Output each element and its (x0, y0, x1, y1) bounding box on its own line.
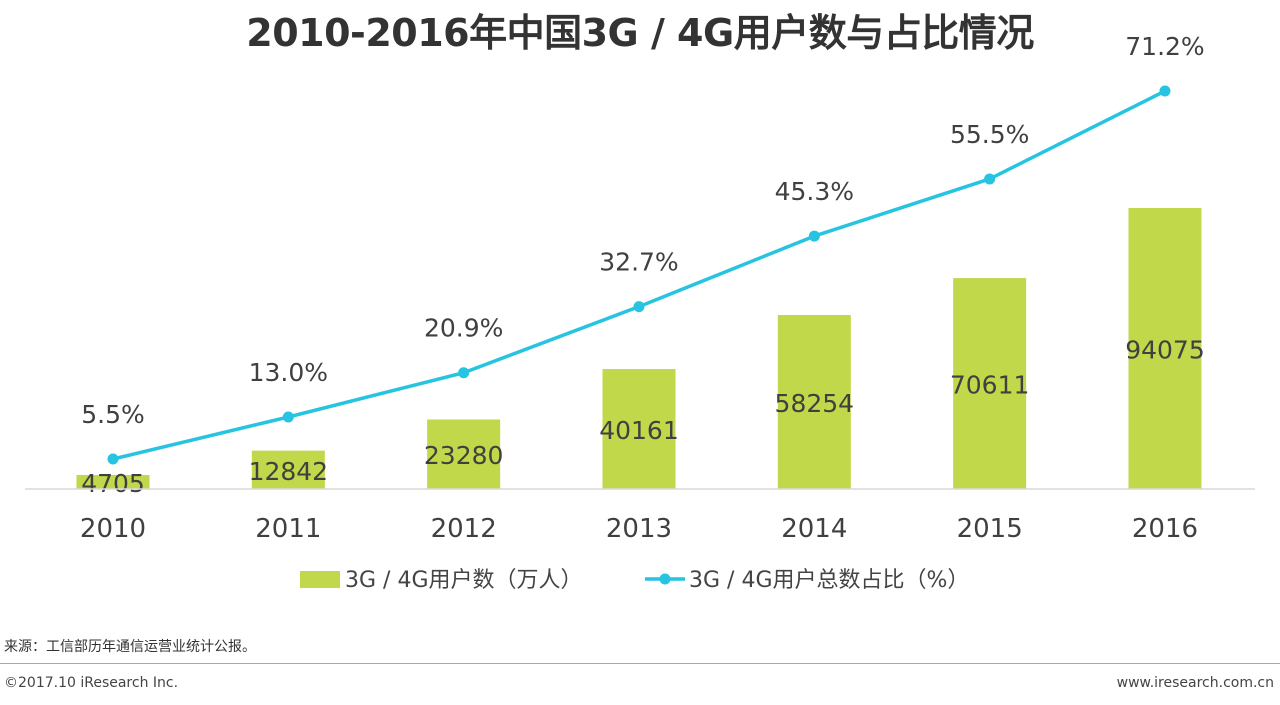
source-note: 来源：工信部历年通信运营业统计公报。 (4, 639, 256, 655)
legend-line-label: 3G / 4G用户总数占比（%） (689, 568, 969, 593)
percent-label-2012: 20.9% (424, 314, 503, 343)
bar-2011 (251, 450, 325, 489)
chart-area: 4705 12842 23280 40161 58254 70611 94075 5.5% 1… (25, 32, 1255, 593)
bar-2015 (953, 278, 1027, 489)
point-2016 (1159, 85, 1171, 97)
x-tick-2016: 2016 (1132, 514, 1198, 544)
percent-label-2011: 13.0% (249, 358, 328, 387)
website-link[interactable]: www.iresearch.com.cn (1116, 675, 1274, 691)
bar-2012 (427, 419, 501, 489)
bar-2013 (602, 369, 676, 489)
x-tick-2011: 2011 (255, 514, 321, 544)
bar-label-2011: 12842 (249, 457, 329, 486)
bar-label-2013: 40161 (599, 416, 679, 445)
x-axis-ticks: 2010 2011 2012 2013 2014 2015 2016 (80, 514, 1198, 544)
bar-2014 (777, 314, 851, 489)
legend-bar-swatch (300, 571, 340, 588)
line-series: 5.5% 13.0% 20.9% 32.7% 45.3% 55.5% 71.2% (81, 32, 1205, 465)
bar-label-2016: 94075 (1125, 336, 1205, 365)
point-2014 (808, 230, 820, 242)
percent-label-2016: 71.2% (1125, 32, 1204, 61)
bar-2016 (1128, 208, 1202, 489)
legend-line-marker (659, 573, 671, 585)
x-tick-2012: 2012 (431, 514, 497, 544)
footer-divider (0, 663, 1280, 664)
legend: 3G / 4G用户数（万人） 3G / 4G用户总数占比（%） (300, 568, 969, 593)
legend-bar-label: 3G / 4G用户数（万人） (345, 568, 583, 593)
point-2015 (984, 173, 996, 185)
point-2012 (458, 367, 470, 379)
chart-title: 2010-2016年中国3G / 4G用户数与占比情况 (246, 11, 1034, 55)
bar-label-2012: 23280 (424, 441, 504, 470)
x-tick-2010: 2010 (80, 514, 146, 544)
percent-label-2013: 32.7% (599, 248, 678, 277)
bar-series: 4705 12842 23280 40161 58254 70611 94075 (76, 208, 1205, 498)
bar-label-2010: 4705 (81, 469, 145, 498)
copyright-text: ©2017.10 iResearch Inc. (4, 675, 179, 691)
x-tick-2014: 2014 (781, 514, 847, 544)
bar-label-2014: 58254 (775, 389, 855, 418)
percent-label-2010: 5.5% (81, 400, 145, 429)
percent-label-2014: 45.3% (775, 177, 854, 206)
point-2010 (107, 453, 119, 465)
bar-2010 (76, 474, 150, 489)
x-tick-2015: 2015 (957, 514, 1023, 544)
point-2013 (633, 301, 645, 313)
point-2011 (282, 411, 294, 423)
x-tick-2013: 2013 (606, 514, 672, 544)
bar-label-2015: 70611 (950, 371, 1030, 400)
percent-label-2015: 55.5% (950, 120, 1029, 149)
